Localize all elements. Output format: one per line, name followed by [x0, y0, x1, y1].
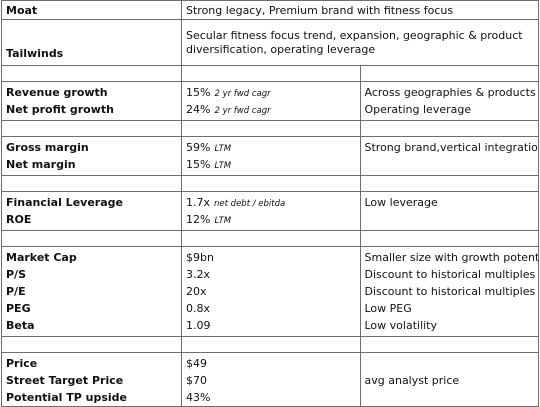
gross-margin-value: 59% LTM — [186, 141, 232, 154]
roe-value: 12% LTM — [186, 213, 232, 226]
tailwinds-row: Tailwinds Secular fitness focus trend, e… — [1, 19, 539, 66]
peg-note: Low PEG — [364, 302, 412, 315]
beta-note: Low volatility — [364, 319, 438, 332]
moat-row: Moat Strong legacy, Premium brand with f… — [1, 0, 539, 20]
gross-margin-label: Gross margin — [6, 141, 89, 154]
leverage-note: Low leverage — [364, 196, 438, 209]
ps-label: P/S — [6, 268, 27, 281]
street-target-price-note: avg analyst price — [364, 374, 460, 387]
street-target-price-label: Street Target Price — [6, 374, 124, 387]
market-cap-label: Market Cap — [6, 251, 77, 264]
potential-upside-value: 43% — [186, 391, 211, 404]
valuation-row: Market Cap P/S P/E PEG Beta $9bn 3.2x 20… — [1, 246, 539, 337]
price-label: Price — [6, 357, 38, 370]
potential-upside-note — [365, 389, 535, 406]
price-notes: avg analyst price — [359, 352, 539, 407]
net-margin-label: Net margin — [6, 158, 76, 171]
growth-notes: Across geographies & products Operating … — [359, 81, 539, 121]
tailwinds-label-text: Tailwinds — [6, 47, 64, 60]
net-margin-value: 15% LTM — [186, 158, 232, 171]
leverage-values: 1.7x net debt / ebitda 12% LTM — [181, 191, 361, 231]
price-value: $49 — [186, 357, 207, 370]
leverage-row: Financial Leverage ROE 1.7x net debt / eb… — [1, 191, 539, 231]
roe-label: ROE — [6, 213, 32, 226]
market-cap-value: $9bn — [186, 251, 214, 264]
growth-values: 15% 2 yr fwd cagr 24% 2 yr fwd cagr — [181, 81, 361, 121]
beta-value: 1.09 — [186, 319, 211, 332]
financial-leverage-label: Financial Leverage — [6, 196, 123, 209]
moat-label: Moat — [1, 0, 182, 20]
spacer-row — [1, 120, 539, 137]
price-values: $49 $70 43% — [181, 352, 361, 407]
pe-label: P/E — [6, 285, 26, 298]
net-profit-growth-note: Operating leverage — [364, 103, 472, 116]
moat-text: Strong legacy, Premium brand with fitnes… — [181, 0, 539, 20]
beta-label: Beta — [6, 319, 35, 332]
spacer-row — [1, 175, 539, 192]
price-note — [365, 355, 535, 372]
leverage-labels: Financial Leverage ROE — [1, 191, 182, 231]
margin-note: Strong brand,vertical integration — [364, 141, 539, 154]
potential-upside-label: Potential TP upside — [6, 391, 127, 404]
peg-label: PEG — [6, 302, 31, 315]
financial-leverage-value: 1.7x net debt / ebitda — [186, 196, 286, 209]
peg-value: 0.8x — [186, 302, 211, 315]
revenue-growth-value: 15% 2 yr fwd cagr — [186, 86, 271, 99]
growth-row: Revenue growth Net profit growth 15% 2 yr… — [1, 81, 539, 121]
spacer-row — [1, 336, 539, 353]
pe-value: 20x — [186, 285, 207, 298]
revenue-growth-label: Revenue growth — [6, 86, 108, 99]
street-target-price-value: $70 — [186, 374, 207, 387]
tailwinds-text: Secular fitness focus trend, expansion, … — [181, 19, 539, 66]
margin-labels: Gross margin Net margin — [1, 136, 182, 176]
net-profit-growth-value: 24% 2 yr fwd cagr — [186, 103, 271, 116]
leverage-notes: Low leverage — [359, 191, 539, 231]
margin-values: 59% LTM 15% LTM — [181, 136, 361, 176]
ps-value: 3.2x — [186, 268, 211, 281]
revenue-growth-note: Across geographies & products — [364, 86, 536, 99]
valuation-labels: Market Cap P/S P/E PEG Beta — [1, 246, 182, 337]
spacer-row — [1, 65, 539, 82]
margin-notes: Strong brand,vertical integration — [359, 136, 539, 176]
growth-labels: Revenue growth Net profit growth — [1, 81, 182, 121]
price-row: Price Street Target Price Potential TP u… — [1, 352, 539, 407]
ps-note: Discount to historical multiples — [364, 268, 536, 281]
pe-note: Discount to historical multiples — [364, 285, 536, 298]
net-profit-growth-label: Net profit growth — [6, 103, 114, 116]
tailwinds-label: Tailwinds — [1, 19, 182, 66]
market-cap-note: Smaller size with growth potential — [364, 251, 539, 264]
margins-row: Gross margin Net margin 59% LTM 15% LTM St… — [1, 136, 539, 176]
valuation-values: $9bn 3.2x 20x 0.8x 1.09 — [181, 246, 361, 337]
spacer-row — [1, 230, 539, 247]
price-labels: Price Street Target Price Potential TP u… — [1, 352, 182, 407]
valuation-notes: Smaller size with growth potential Disco… — [359, 246, 539, 337]
